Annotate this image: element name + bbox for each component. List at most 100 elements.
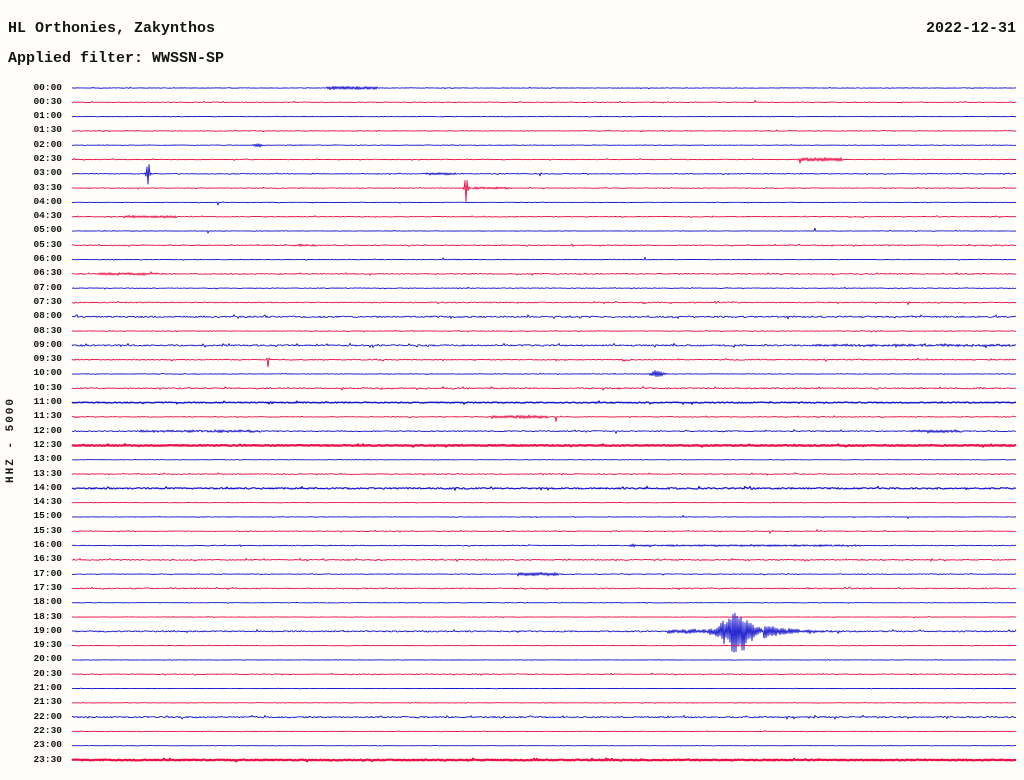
time-label-0230: 02:30 xyxy=(33,152,62,164)
time-label-2030: 20:30 xyxy=(33,667,62,679)
time-label-1400: 14:00 xyxy=(33,481,62,493)
time-label-1130: 11:30 xyxy=(33,410,62,422)
time-label-0300: 03:00 xyxy=(33,167,62,179)
trace-row-1000 xyxy=(71,370,1016,378)
trace-row-0900 xyxy=(71,342,1017,349)
time-label-2000: 20:00 xyxy=(33,653,62,665)
trace-row-1600 xyxy=(71,543,1017,548)
trace-row-2000 xyxy=(71,659,1017,661)
trace-row-0530 xyxy=(71,243,1017,247)
trace-row-1030 xyxy=(71,386,1017,391)
trace-row-2330 xyxy=(71,757,1017,763)
trace-row-0800 xyxy=(71,314,1016,320)
time-label-1430: 14:30 xyxy=(33,496,62,508)
station-title: HL Orthonies, Zakynthos xyxy=(8,20,216,37)
trace-row-2200 xyxy=(71,714,1017,720)
trace-row-0230 xyxy=(72,156,1017,164)
time-label-1600: 16:00 xyxy=(33,539,62,551)
trace-row-0730 xyxy=(71,300,1017,306)
trace-row-0400 xyxy=(71,201,1017,206)
trace-row-1130 xyxy=(71,414,1017,422)
trace-row-0130 xyxy=(71,129,1017,133)
trace-row-0830 xyxy=(71,329,1017,333)
time-label-1300: 13:00 xyxy=(33,453,62,465)
time-label-1800: 18:00 xyxy=(33,596,62,608)
trace-row-2100 xyxy=(71,687,1017,690)
trace-row-1430 xyxy=(71,501,1017,504)
time-label-0400: 04:00 xyxy=(33,195,62,207)
trace-row-0600 xyxy=(71,256,1017,261)
time-label-1700: 17:00 xyxy=(33,567,62,579)
time-label-0430: 04:30 xyxy=(33,210,62,222)
time-label-1030: 10:30 xyxy=(33,381,62,393)
time-label-2300: 23:00 xyxy=(33,739,62,751)
time-label-0130: 01:30 xyxy=(33,124,62,136)
trace-row-1800 xyxy=(71,601,1017,604)
trace-row-1400 xyxy=(71,485,1016,491)
trace-row-0500 xyxy=(71,227,1017,234)
time-label-0730: 07:30 xyxy=(33,295,62,307)
time-label-1000: 10:00 xyxy=(33,367,62,379)
time-label-0830: 08:30 xyxy=(33,324,62,336)
trace-row-2130 xyxy=(71,701,1017,704)
trace-row-1900 xyxy=(71,612,1017,653)
trace-row-0200 xyxy=(71,143,1017,148)
time-label-0330: 03:30 xyxy=(33,181,62,193)
time-label-2230: 22:30 xyxy=(33,724,62,736)
trace-row-1100 xyxy=(71,400,1017,405)
date-label: 2022-12-31 xyxy=(925,20,1016,37)
time-label-0500: 05:00 xyxy=(33,224,62,236)
trace-row-0030 xyxy=(71,99,1016,104)
time-label-1100: 11:00 xyxy=(33,396,62,408)
trace-row-1730 xyxy=(71,586,1017,590)
trace-row-0330 xyxy=(72,179,1017,203)
time-label-1230: 12:30 xyxy=(33,438,62,450)
trace-row-0000 xyxy=(71,85,1016,91)
trace-row-1830 xyxy=(72,615,1017,619)
trace-row-1230 xyxy=(71,443,1017,448)
time-label-1200: 12:00 xyxy=(33,424,62,436)
time-label-2130: 21:30 xyxy=(33,696,62,708)
trace-row-0700 xyxy=(72,286,1017,290)
time-label-0930: 09:30 xyxy=(33,353,62,365)
time-label-0700: 07:00 xyxy=(33,281,62,293)
time-label-1900: 19:00 xyxy=(33,624,62,636)
time-label-1330: 13:30 xyxy=(33,467,62,479)
trace-row-1300 xyxy=(72,458,1016,461)
trace-row-2230 xyxy=(71,729,1017,733)
trace-row-2030 xyxy=(72,672,1017,676)
time-label-2200: 22:00 xyxy=(33,710,62,722)
time-label-1730: 17:30 xyxy=(33,581,62,593)
time-label-1830: 18:30 xyxy=(33,610,62,622)
filter-label: Applied filter: WWSSN-SP xyxy=(8,50,225,67)
trace-row-1500 xyxy=(71,514,1017,519)
trace-row-1530 xyxy=(71,529,1017,534)
trace-row-1630 xyxy=(71,557,1017,562)
time-label-0200: 02:00 xyxy=(33,138,62,150)
trace-row-0630 xyxy=(71,271,1017,276)
time-label-0000: 00:00 xyxy=(33,81,62,93)
trace-row-1330 xyxy=(71,472,1017,476)
time-label-0030: 00:30 xyxy=(33,95,62,107)
time-label-0630: 06:30 xyxy=(33,267,62,279)
time-label-1500: 15:00 xyxy=(33,510,62,522)
time-label-1930: 19:30 xyxy=(33,639,62,651)
time-label-0100: 01:00 xyxy=(33,110,62,122)
trace-row-0430 xyxy=(71,214,1017,219)
time-label-2330: 23:30 xyxy=(33,753,62,765)
trace-row-1930 xyxy=(71,644,1017,647)
time-label-1630: 16:30 xyxy=(33,553,62,565)
time-label-0600: 06:00 xyxy=(33,253,62,265)
trace-row-0300 xyxy=(71,164,1017,185)
time-label-1530: 15:30 xyxy=(33,524,62,536)
time-label-2100: 21:00 xyxy=(33,682,62,694)
trace-row-2300 xyxy=(72,744,1017,747)
time-label-0900: 09:00 xyxy=(33,338,62,350)
trace-row-0100 xyxy=(71,115,1017,118)
time-label-0800: 08:00 xyxy=(33,310,62,322)
trace-row-1200 xyxy=(71,429,1017,434)
trace-row-0930 xyxy=(71,357,1017,368)
trace-row-1700 xyxy=(71,571,1017,577)
